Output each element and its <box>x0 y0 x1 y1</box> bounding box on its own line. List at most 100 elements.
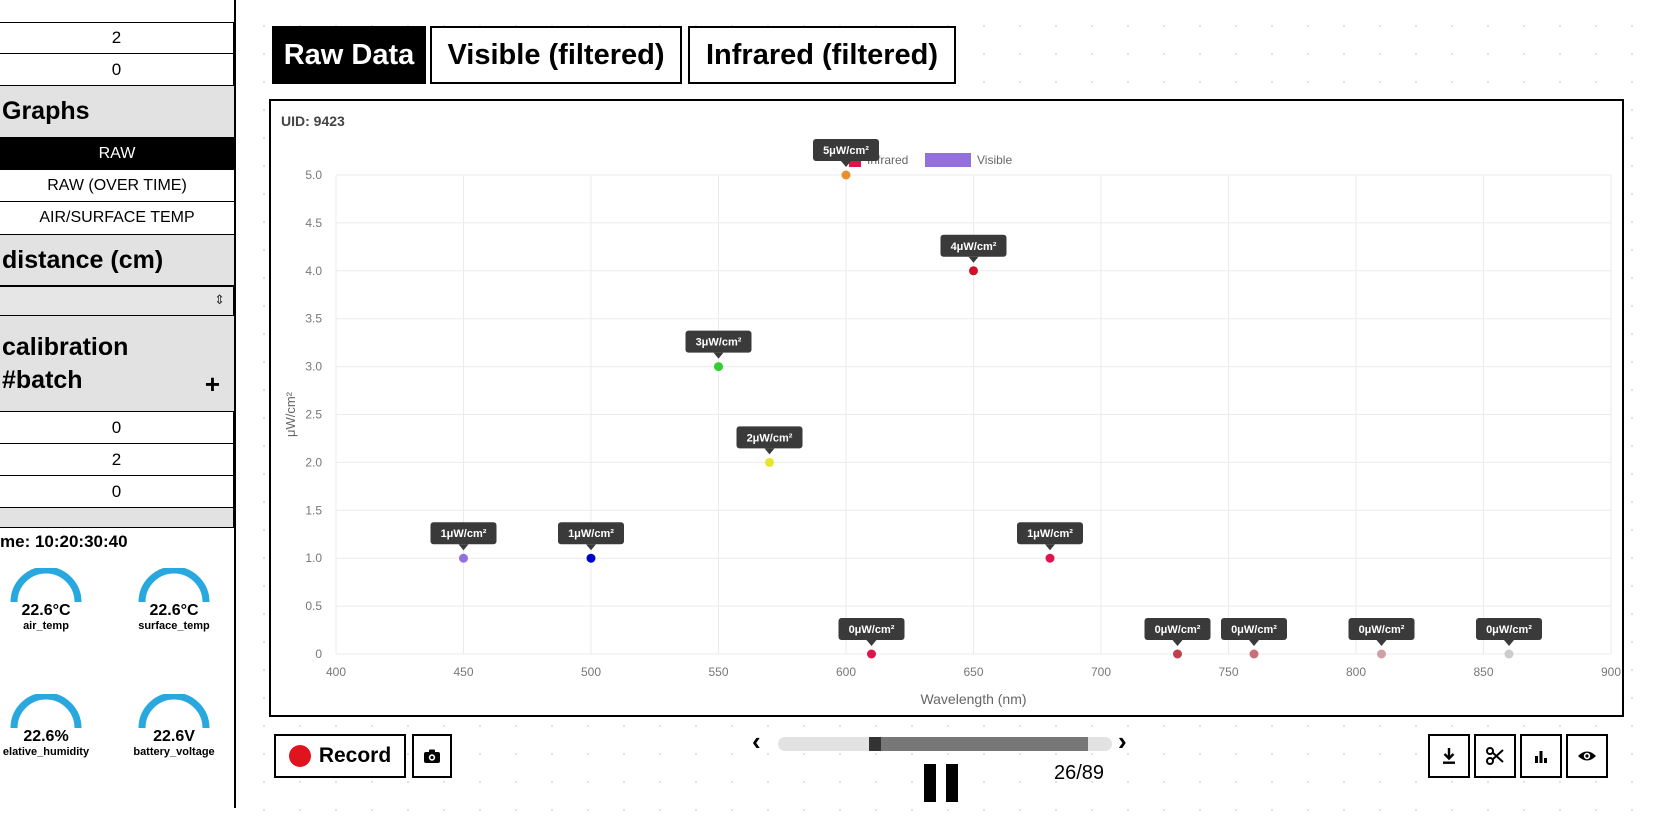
camera-icon <box>424 749 440 763</box>
data-label-box <box>1221 618 1287 640</box>
graph-item-air-surface-temp[interactable]: AIR/SURFACE TEMP <box>0 202 234 234</box>
graph-item-raw-over-time[interactable]: RAW (OVER TIME) <box>0 170 234 202</box>
data-label-pointer <box>458 544 469 551</box>
data-point <box>867 649 876 659</box>
gauge-arc-icon <box>138 568 210 603</box>
data-point <box>1173 649 1182 659</box>
gauge-name: battery_voltage <box>133 746 215 758</box>
eye-icon <box>1578 751 1596 761</box>
data-label-box <box>430 522 497 545</box>
data-label-box <box>940 234 1007 257</box>
y-tick-label: 3.5 <box>305 312 322 326</box>
gauge-name: air_temp <box>23 620 69 632</box>
gauge-value: 22.6% <box>23 728 69 745</box>
visibility-button[interactable] <box>1566 734 1608 778</box>
calibration-value: 0 <box>0 476 234 508</box>
x-tick-label: 500 <box>581 665 601 679</box>
scissors-icon <box>1486 747 1504 765</box>
frame-counter: 26/89 <box>1054 762 1105 784</box>
data-label-pointer <box>968 256 979 263</box>
data-point <box>1045 553 1055 563</box>
trim-button[interactable] <box>1474 734 1516 778</box>
data-label-pointer <box>1172 640 1183 646</box>
gauge-value: 22.6°C <box>21 602 71 619</box>
data-label-box <box>685 330 752 353</box>
y-tick-label: 5.0 <box>305 168 322 182</box>
gauge-name: elative_humidity <box>2 746 90 758</box>
y-tick-label: 4.5 <box>305 216 322 230</box>
uid-label: UID: 9423 <box>281 113 345 129</box>
y-tick-label: 1.0 <box>305 551 322 565</box>
data-label: 5μW/cm² <box>823 145 869 157</box>
data-label: 1μW/cm² <box>568 528 614 540</box>
snapshot-button[interactable] <box>412 734 452 778</box>
data-point <box>459 553 468 563</box>
data-point <box>1377 649 1386 659</box>
data-label-box <box>1476 618 1542 640</box>
data-label-box <box>813 139 879 161</box>
gauge-humidity: 22.6% elative_humidity <box>0 694 96 758</box>
y-tick-label: 3.0 <box>305 360 322 374</box>
data-point <box>841 170 851 180</box>
record-dot-icon <box>288 745 311 767</box>
data-label: 0μW/cm² <box>1155 624 1201 636</box>
gauge-value: 22.6°C <box>149 602 199 619</box>
distance-select[interactable]: ⇕ <box>0 286 234 316</box>
graph-item-raw[interactable]: RAW <box>0 138 234 170</box>
y-axis-label: μW/cm² <box>283 391 298 437</box>
data-label-box <box>736 426 803 449</box>
graphs-header: Graphs <box>0 86 234 138</box>
data-point <box>969 266 978 276</box>
timeline-thumb[interactable] <box>868 737 881 751</box>
add-batch-button[interactable]: + <box>204 369 220 399</box>
value-cell: 0 <box>0 54 234 86</box>
data-label-pointer <box>866 640 877 646</box>
gauge-air-temp: 22.6°C air_temp <box>0 568 96 632</box>
y-tick-label: 2.0 <box>305 455 322 469</box>
tab-visible-filtered[interactable]: Visible (filtered) <box>430 26 682 84</box>
tab-raw-data[interactable]: Raw Data <box>272 26 426 84</box>
data-point <box>1249 649 1259 659</box>
data-label: 1μW/cm² <box>441 528 487 540</box>
next-frame-button[interactable]: › <box>1118 726 1127 756</box>
data-label-pointer <box>1376 640 1387 646</box>
calibration-header: calibration #batch + <box>0 316 234 412</box>
data-label-pointer <box>841 161 851 167</box>
y-tick-label: 4.0 <box>305 264 322 278</box>
value-cell: 2 <box>0 22 234 54</box>
pause-icon <box>946 764 958 802</box>
bar-chart-icon <box>1535 751 1547 763</box>
timeline-slider[interactable] <box>778 737 1112 751</box>
legend-label: Visible <box>977 153 1012 167</box>
data-label: 3μW/cm² <box>696 337 742 349</box>
x-tick-label: 750 <box>1218 665 1238 679</box>
timeline-progress <box>874 737 1088 751</box>
data-label: 0μW/cm² <box>1359 624 1405 636</box>
chart-panel: UID: 9423 400 450 500 550 600 650 700 750 800 850… <box>269 99 1624 717</box>
x-tick-label: 800 <box>1346 665 1366 679</box>
x-tick-label: 700 <box>1091 665 1111 679</box>
tab-infrared-filtered[interactable]: Infrared (filtered) <box>688 26 956 84</box>
chart-view-button[interactable] <box>1520 734 1562 778</box>
data-label: 4μW/cm² <box>951 241 997 253</box>
time-label: me: 10:20:30:40 <box>0 532 128 551</box>
y-tick-label: 0 <box>315 647 322 661</box>
x-tick-label: 400 <box>326 665 346 679</box>
x-axis-label: Wavelength (nm) <box>920 691 1026 707</box>
pause-button[interactable] <box>924 764 964 802</box>
gauge-surface-temp: 22.6°C surface_temp <box>124 568 224 632</box>
gauge-arc-icon <box>10 568 82 603</box>
batch-title: #batch <box>2 365 83 394</box>
data-label-pointer <box>764 448 775 455</box>
data-point <box>765 457 774 467</box>
record-label: Record <box>318 744 392 767</box>
download-icon <box>1443 748 1455 764</box>
previous-frame-button[interactable]: ‹ <box>752 726 761 756</box>
record-button[interactable]: Record <box>274 734 406 778</box>
spacer-row <box>0 508 234 528</box>
gauge-name: surface_temp <box>138 620 210 632</box>
download-button[interactable] <box>1428 734 1470 778</box>
y-tick-label: 2.5 <box>305 408 322 422</box>
data-label-pointer <box>713 352 724 359</box>
calibration-value: 2 <box>0 444 234 476</box>
